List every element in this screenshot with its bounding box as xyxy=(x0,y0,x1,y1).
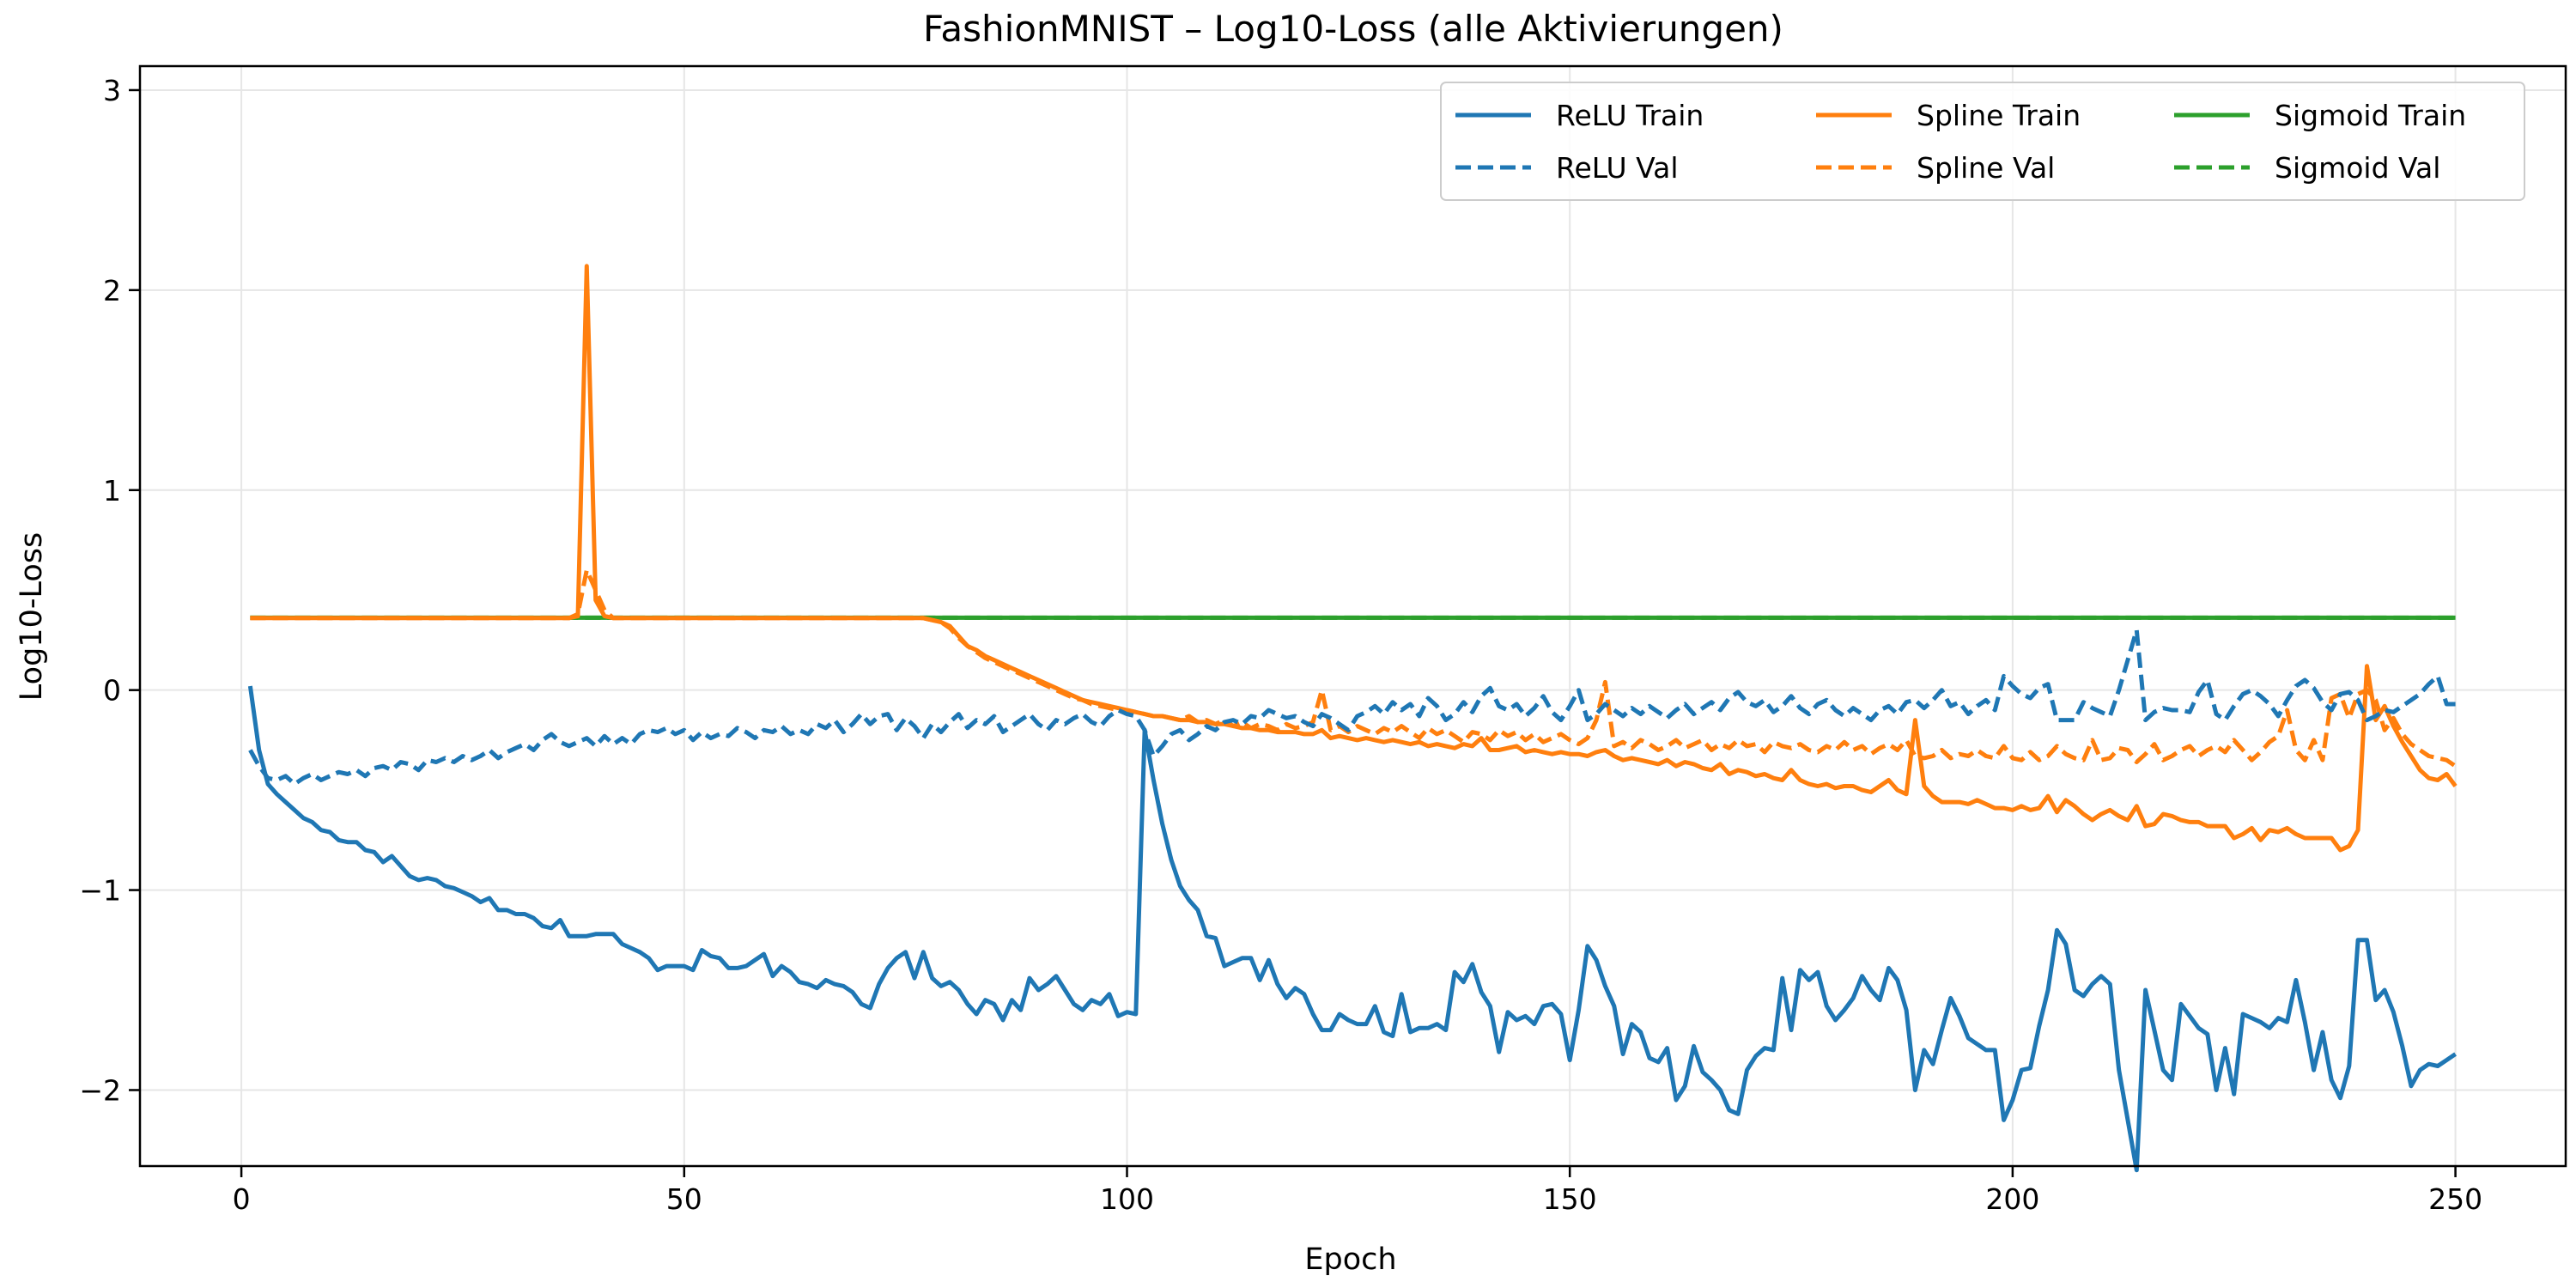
y-tick-label: 2 xyxy=(103,274,121,307)
x-tick-label: 250 xyxy=(2428,1182,2482,1216)
x-tick-label: 100 xyxy=(1100,1182,1154,1216)
legend-label: ReLU Val xyxy=(1556,151,1679,185)
series-lines xyxy=(247,264,2458,1173)
chart-title: FashionMNIST – Log10-Loss (alle Aktivier… xyxy=(923,8,1783,50)
y-axis-label: Log10-Loss xyxy=(15,532,49,701)
legend-box xyxy=(1440,82,2525,201)
y-tick-label: 1 xyxy=(103,474,121,507)
x-tick-label: 50 xyxy=(666,1182,702,1216)
y-tick-label: 0 xyxy=(103,674,121,708)
legend-label: ReLU Train xyxy=(1556,99,1704,132)
series-line-relu-train xyxy=(247,685,2458,1173)
y-tick-label: −2 xyxy=(79,1073,121,1107)
legend-label: Spline Val xyxy=(1917,151,2055,185)
y-tick-label: −1 xyxy=(79,874,121,908)
legend: ReLU Train ReLU Val Spline Train Spline Val… xyxy=(1440,82,2525,201)
legend-label: Sigmoid Val xyxy=(2275,151,2440,185)
y-axis-ticks: −2 −1 0 1 2 3 xyxy=(79,74,140,1107)
x-axis-ticks: 0 50 100 150 200 250 xyxy=(233,1166,2482,1216)
x-axis-label: Epoch xyxy=(1304,1242,1396,1277)
y-tick-label: 3 xyxy=(103,74,121,107)
x-tick-label: 0 xyxy=(233,1182,251,1216)
series-line-relu-val xyxy=(248,628,2456,787)
series-line-spline-train xyxy=(250,264,2458,853)
series-line-spline-val xyxy=(250,568,2458,769)
legend-label: Spline Train xyxy=(1917,99,2081,132)
legend-label: Sigmoid Train xyxy=(2275,99,2466,132)
axes-frame xyxy=(138,64,2567,1168)
x-tick-label: 200 xyxy=(1985,1182,2039,1216)
x-tick-label: 150 xyxy=(1543,1182,1597,1216)
